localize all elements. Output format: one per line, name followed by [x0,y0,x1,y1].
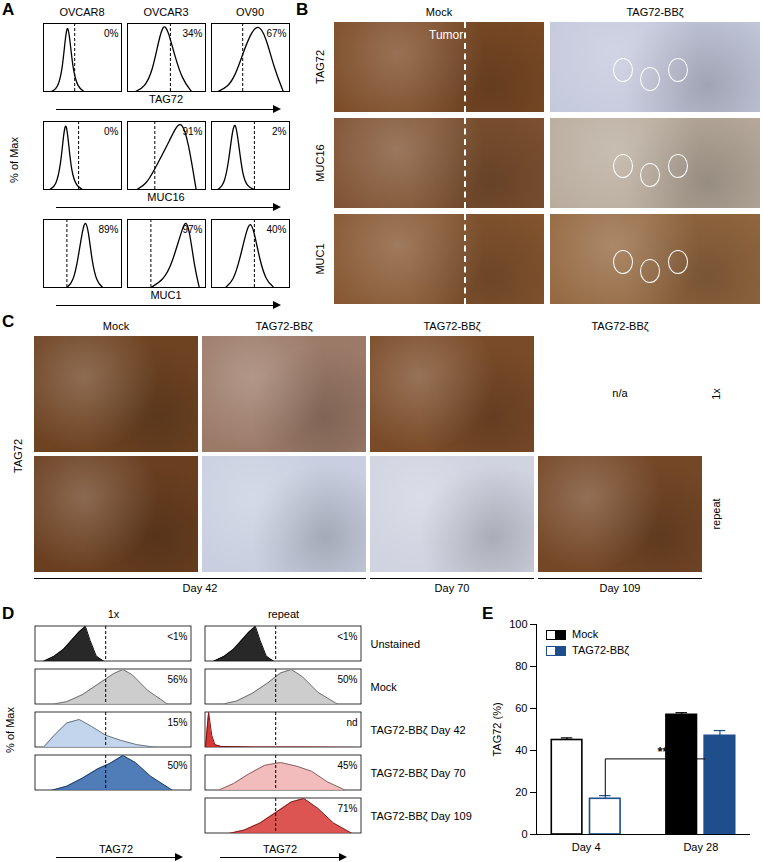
svg-text:60: 60 [515,702,527,714]
svg-text:<1%: <1% [167,631,187,642]
html-text:TAG72-BBζ: TAG72-BBζ [423,320,481,332]
svg-text:TAG72-BBζ Day 70: TAG72-BBζ Day 70 [371,767,466,779]
html-text:Mock: Mock [425,6,453,18]
html-text:C: C [2,312,15,331]
svg-text:56%: 56% [167,674,187,685]
html-text:TAG72-BBζ: TAG72-BBζ [255,320,313,332]
svg-text:**: ** [658,744,669,759]
html-text:Mock: Mock [572,628,599,640]
svg-text:Unstained: Unstained [371,638,421,650]
html-text:TAG72: TAG72 [263,843,297,855]
html-text:TAG72-BBζ: TAG72-BBζ [591,320,649,332]
svg-text:0: 0 [521,828,527,840]
html-text:TAG72-BBζ: TAG72-BBζ [572,644,630,656]
html-text:Day 42: Day 42 [182,582,218,594]
html-text:Mock: Mock [102,320,130,332]
svg-text:TAG72-BBζ Day 109: TAG72-BBζ Day 109 [371,810,472,822]
html-text:OVCAR3: OVCAR3 [143,6,189,18]
html-text:1x: 1x [710,388,722,400]
html-text:B: B [296,0,309,19]
svg-text:91%: 91% [182,126,202,137]
html-text:Day 70: Day 70 [434,582,470,594]
svg-text:45%: 45% [337,760,357,771]
html-text:Tumor: Tumor [429,28,464,42]
html-text:repeat: repeat [710,498,722,530]
svg-text:Day 4: Day 4 [572,841,601,853]
svg-text:<1%: <1% [337,631,357,642]
svg-text:40: 40 [515,744,527,756]
html-text:% of Max: % of Max [8,137,20,183]
svg-text:1x: 1x [108,608,120,620]
svg-text:repeat: repeat [268,608,299,620]
html-text:A: A [2,0,15,19]
html-text:MUC16: MUC16 [147,191,185,203]
svg-text:Day 28: Day 28 [683,841,718,853]
svg-text:67%: 67% [266,28,286,39]
html-text:D: D [2,604,15,623]
html-text:OVCAR8: OVCAR8 [59,6,105,18]
svg-text:100: 100 [509,618,527,630]
html-text:n/a: n/a [612,387,628,399]
svg-text:2%: 2% [272,126,287,137]
svg-text:0%: 0% [104,126,119,137]
html-text:TAG72: TAG72 [12,439,24,473]
svg-text:71%: 71% [337,803,357,814]
html-text:TAG72: TAG72 [149,93,183,105]
svg-text:50%: 50% [167,760,187,771]
svg-text:TAG72-BBζ Day 42: TAG72-BBζ Day 42 [371,724,466,736]
html-text:MUC1: MUC1 [314,243,326,275]
html-text:TAG72: TAG72 [99,843,133,855]
svg-text:20: 20 [515,786,527,798]
html-text:MUC1: MUC1 [150,289,182,301]
svg-text:89%: 89% [98,224,118,235]
svg-text:TAG72 (%): TAG72 (%) [491,702,503,756]
html-text:TAG72: TAG72 [314,50,326,84]
svg-text:15%: 15% [167,717,187,728]
svg-text:34%: 34% [182,28,202,39]
svg-text:Mock: Mock [371,681,398,693]
html-text:OV90: OV90 [235,6,265,18]
html-text:TAG72-BBζ: TAG72-BBζ [626,6,684,18]
html-text:E: E [482,604,494,623]
html-text:% of Max: % of Max [4,707,16,753]
svg-text:50%: 50% [337,674,357,685]
html-text:Day 109: Day 109 [599,582,641,594]
html-text:MUC16: MUC16 [314,144,326,182]
svg-text:40%: 40% [266,224,286,235]
svg-text:0%: 0% [104,28,119,39]
svg-text:nd: nd [346,717,357,728]
svg-text:80: 80 [515,660,527,672]
svg-text:97%: 97% [182,224,202,235]
